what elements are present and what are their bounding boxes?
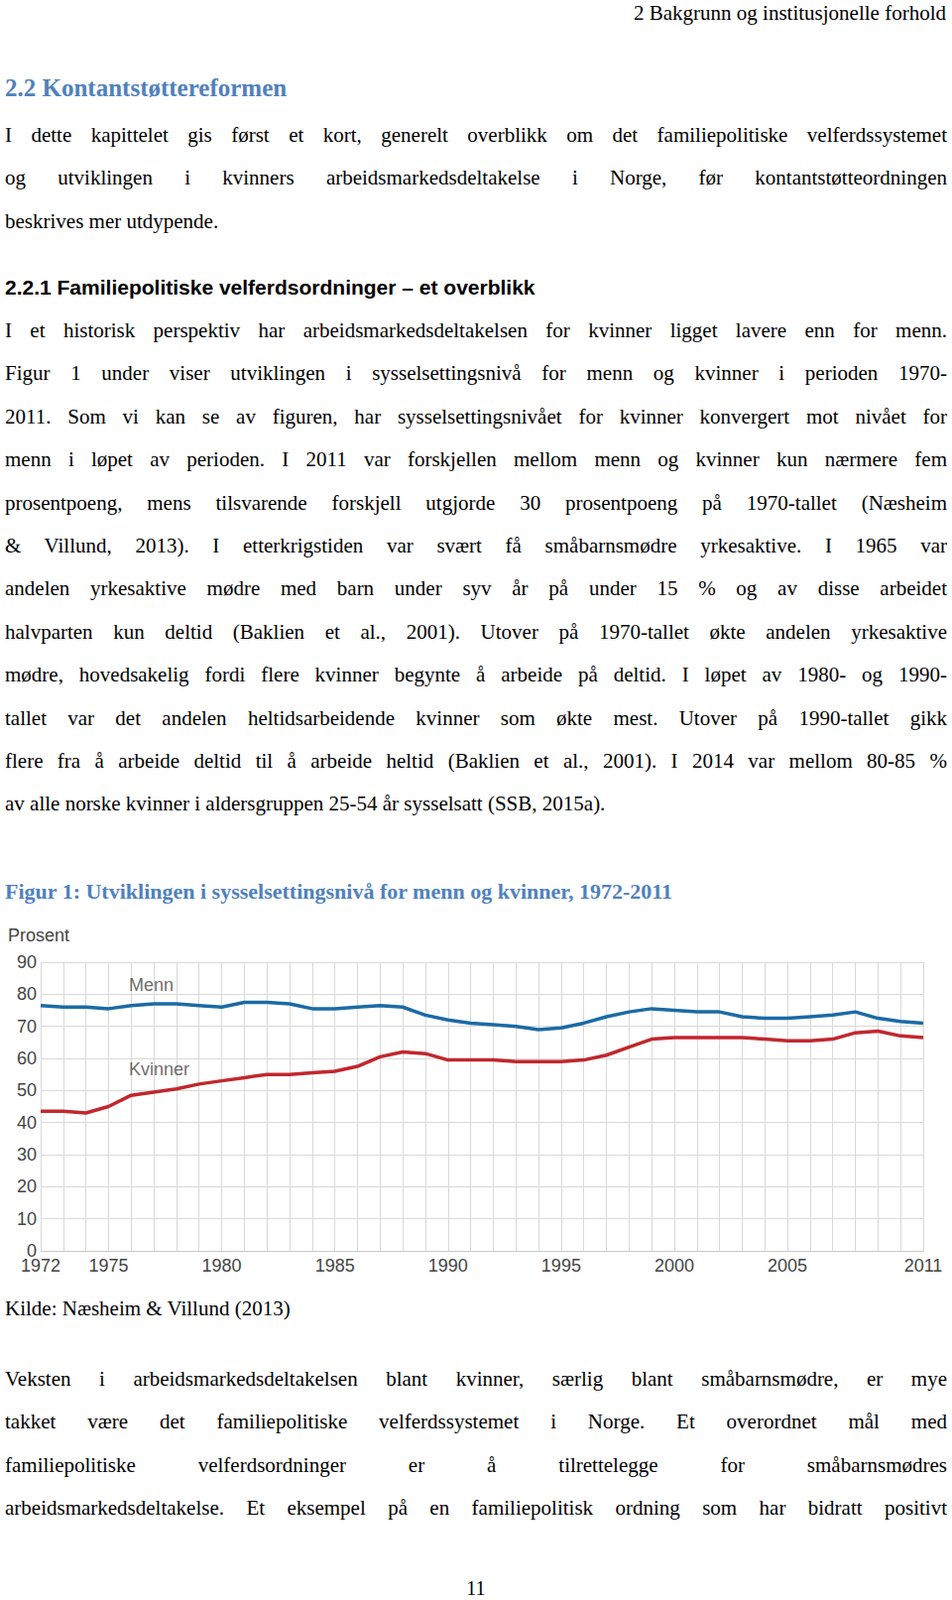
html-text:2.2 Kontantstøttereformen: 2.2 Kontantstøttereformen (4, 74, 287, 102)
html-text:og utviklingen i kvinners arbe: og utviklingen i kvinners arbeidsmarkeds… (4, 166, 948, 190)
html-text:Figur 1 under viser utviklinge: Figur 1 under viser utviklingen i syssel… (4, 361, 948, 386)
svg-text:30: 30 (16, 1144, 37, 1165)
svg-text:Menn: Menn (128, 974, 174, 995)
svg-text:40: 40 (16, 1112, 37, 1133)
html-text:Figur 1: Utviklingen i syssels: Figur 1: Utviklingen i sysselsettingsniv… (4, 878, 673, 904)
svg-text:1995: 1995 (541, 1255, 582, 1276)
svg-text:Prosent: Prosent (7, 925, 70, 946)
svg-text:60: 60 (16, 1048, 37, 1069)
html-text:mødre, hovedsakelig fordi fler: mødre, hovedsakelig fordi flere kvinner … (4, 662, 948, 687)
html-text:menn i løpet av perioden. I 20: menn i løpet av perioden. I 2011 var for… (4, 447, 948, 472)
html-text:flere fra å arbeide deltid til: flere fra å arbeide deltid til å arbeide… (4, 748, 948, 773)
svg-text:1990: 1990 (428, 1255, 469, 1276)
svg-text:10: 10 (16, 1208, 37, 1229)
svg-text:50: 50 (16, 1079, 37, 1100)
svg-text:70: 70 (16, 1016, 37, 1037)
html-text:tallet var det andelen heltids: tallet var det andelen heltidsarbeidende… (4, 705, 948, 730)
svg-text:2011: 2011 (904, 1255, 944, 1276)
svg-text:0: 0 (26, 1240, 37, 1261)
svg-text:1980: 1980 (202, 1255, 242, 1276)
html-text:I dette kapittelet gis først e: I dette kapittelet gis først et kort, ge… (4, 122, 948, 147)
html-text:andelen yrkesaktive mødre med: andelen yrkesaktive mødre med barn under… (4, 576, 948, 601)
html-text:prosentpoeng, mens tilsvarende: prosentpoeng, mens tilsvarende forskjell… (4, 490, 948, 515)
html-text:2.2.1 Familiepolitiske velferd: 2.2.1 Familiepolitiske velferdsordninger… (4, 275, 536, 299)
html-text:& Villund, 2013). I etterkrigs: & Villund, 2013). I etterkrigstiden var … (4, 533, 948, 558)
html-text:I et historisk perspektiv har: I et historisk perspektiv har arbeidsmar… (4, 318, 948, 343)
svg-text:1975: 1975 (88, 1255, 128, 1276)
html-text:halvparten kun deltid (Baklien: halvparten kun deltid (Baklien et al., 2… (4, 619, 948, 644)
html-text:Kilde: Næsheim & Villund (2013: Kilde: Næsheim & Villund (2013) (4, 1296, 291, 1320)
svg-text:80: 80 (16, 983, 37, 1004)
html-text:2 Bakgrunn og institusjonelle: 2 Bakgrunn og institusjonelle forhold (633, 0, 947, 25)
html-text:2011. Som vi kan se av figuren: 2011. Som vi kan se av figuren, har syss… (4, 404, 948, 429)
html-text:av alle norske kvinner i alder: av alle norske kvinner i aldersgruppen 2… (4, 791, 606, 816)
html-text:beskrives mer utdypende.: beskrives mer utdypende. (4, 209, 219, 233)
svg-text:90: 90 (16, 952, 37, 972)
svg-text:2005: 2005 (767, 1255, 808, 1276)
html-text:arbeidsmarkedsdeltakelse. Et e: arbeidsmarkedsdeltakelse. Et eksempel på… (4, 1495, 948, 1520)
html-text:takket være det familiepolitis: takket være det familiepolitiske velferd… (4, 1409, 948, 1434)
html-text:Veksten i arbeidsmarkedsdeltak: Veksten i arbeidsmarkedsdeltakelsen blan… (4, 1366, 948, 1391)
svg-text:1985: 1985 (315, 1255, 356, 1276)
svg-text:Kvinner: Kvinner (128, 1059, 190, 1079)
html-text:familiepolitiske velferdsordni: familiepolitiske velferdsordninger er å … (4, 1452, 948, 1477)
svg-text:1972: 1972 (20, 1255, 61, 1276)
svg-text:2000: 2000 (654, 1255, 695, 1276)
html-text:11: 11 (466, 1576, 486, 1599)
svg-text:20: 20 (16, 1176, 37, 1196)
